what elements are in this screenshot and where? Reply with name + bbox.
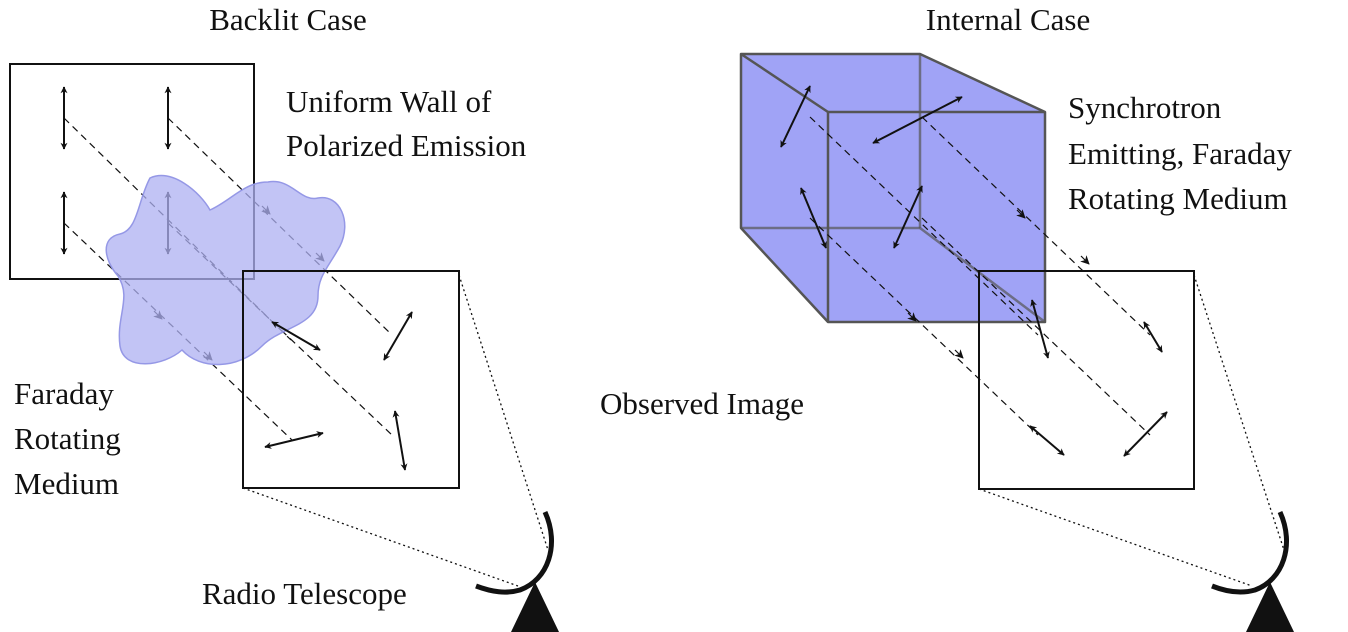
telescope-dish-icon bbox=[1211, 510, 1289, 595]
observed-image-label: Observed Image bbox=[600, 386, 804, 421]
observed-vector bbox=[1123, 411, 1168, 457]
faraday-label-line3: Medium bbox=[14, 466, 119, 501]
observed-image-square-left bbox=[242, 270, 460, 489]
telescope-mount-icon bbox=[511, 582, 559, 632]
telescope-dish-icon bbox=[475, 510, 554, 595]
backlit-title: Backlit Case bbox=[209, 2, 367, 37]
observed-vector bbox=[1030, 299, 1050, 359]
observed-polarization-vectors-right bbox=[1029, 299, 1168, 457]
cube-vector bbox=[872, 96, 963, 144]
wall-label-line1: Uniform Wall of bbox=[286, 84, 492, 119]
observed-vector bbox=[1143, 321, 1163, 353]
internal-panel: Internal Case bbox=[600, 2, 1294, 632]
observed-image-square-right bbox=[978, 270, 1195, 490]
observed-vector bbox=[392, 410, 408, 471]
faraday-label-line1: Faraday bbox=[14, 376, 114, 411]
observed-vector bbox=[383, 311, 413, 361]
backlit-panel: Backlit Case bbox=[9, 2, 559, 632]
cube-vector bbox=[800, 187, 827, 249]
synchrotron-label-line1: Synchrotron bbox=[1068, 90, 1222, 125]
synchrotron-cube bbox=[739, 52, 1047, 324]
observed-vector bbox=[271, 321, 321, 351]
internal-tick-arrows bbox=[907, 209, 1090, 359]
telescope-beam-left bbox=[242, 274, 549, 587]
radio-telescope-label: Radio Telescope bbox=[202, 576, 407, 611]
cube-polarization-vectors bbox=[780, 85, 963, 249]
observed-vector bbox=[264, 431, 324, 449]
faraday-label-line2: Rotating bbox=[14, 421, 121, 456]
observed-vector bbox=[1029, 425, 1065, 456]
internal-title: Internal Case bbox=[926, 2, 1090, 37]
synchrotron-label-line2: Emitting, Faraday bbox=[1068, 136, 1292, 171]
cube-vector bbox=[780, 85, 811, 148]
synchrotron-label-line3: Rotating Medium bbox=[1068, 181, 1288, 216]
radio-telescope-right bbox=[1211, 510, 1294, 632]
cube-vector bbox=[893, 185, 923, 249]
radio-telescope-left bbox=[475, 510, 559, 632]
telescope-beam-right bbox=[978, 274, 1285, 587]
observed-polarization-vectors-left bbox=[264, 311, 413, 471]
telescope-mount-icon bbox=[1246, 582, 1294, 632]
wall-label-line2: Polarized Emission bbox=[286, 128, 527, 163]
